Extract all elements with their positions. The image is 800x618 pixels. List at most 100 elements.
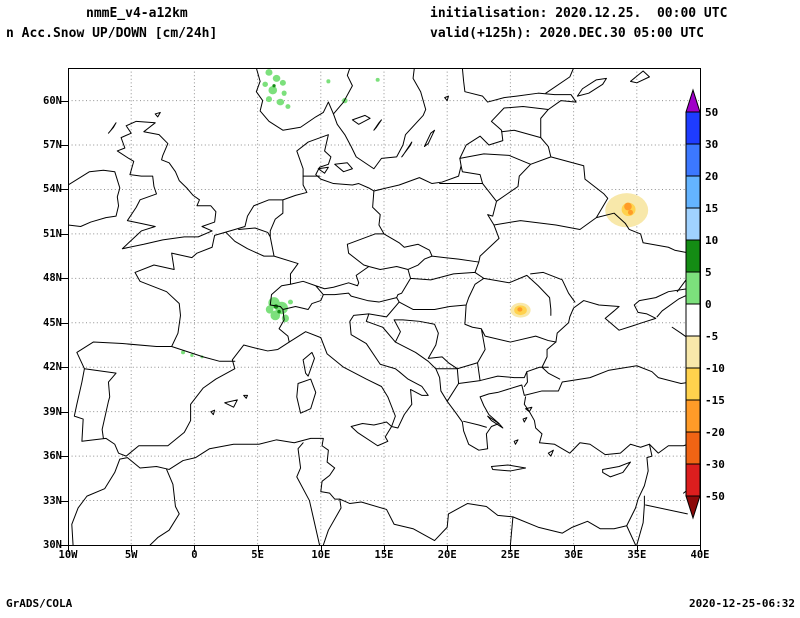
colorbar-label: -30 [705,458,725,471]
snow-increase-alps-6 [287,299,293,305]
lon-tick-label: 40E [690,549,710,561]
grid-layer [68,68,700,545]
coast-africa-levant-anatolia [72,397,652,545]
lon-tick-label: 20E [437,549,457,561]
colorbar-label: -10 [705,362,725,375]
lat-tick-label: 30N [43,539,62,551]
lat-tick-label: 51N [43,227,62,240]
colorbar-label: -5 [705,330,718,343]
coast-scandinavia [256,68,425,169]
lon-tick-mark [636,546,638,552]
country-borders [84,68,700,545]
lon-tick-label: 5E [251,549,264,561]
islands [108,96,630,477]
snow-increase-norway-3 [262,81,268,87]
colorbar-segment [685,431,701,465]
colorbar-segment [685,111,701,145]
colorbar-segment [685,207,701,241]
grads-credit: GrADS/COLA [6,597,73,610]
snow-increase-alps-core-2 [277,309,281,314]
snow-increase-norway-7 [265,96,273,103]
coast-black-sea [542,289,700,379]
colorbar-segment [685,303,701,337]
lat-tick-label: 36N [43,450,62,463]
lon-tick-mark [700,546,701,552]
coastlines [68,68,700,545]
colorbar-label: 10 [705,234,718,247]
colorbar-label: 15 [705,202,718,215]
lon-tick-label: 10W [58,549,78,561]
lon-tick-label: 25E [500,549,520,561]
snow-increase-sweden-2 [375,77,380,82]
colorbar-label: 0 [705,298,712,311]
colorbar-arrow-bottom [685,495,701,520]
snow-increase-alps-5 [265,305,274,314]
lat-tick-mark [61,411,68,413]
init-time-label: initialisation: 2020.12.25. 00:00 UTC [430,6,728,21]
colorbar-segment [685,239,701,273]
lon-tick-mark [320,546,322,552]
colorbar-segment [685,463,701,497]
lon-tick-mark [384,546,385,552]
snow-increase-pyrenees-2 [190,353,194,358]
lon-tick-label: 35E [627,549,647,561]
lon-tick-label: 5W [124,549,138,561]
map-layer [68,68,700,545]
coast-mainland-europe [74,68,576,456]
colorbar-arrow-top [685,88,701,113]
lat-tick-label: 57N [43,139,62,152]
lat-tick-label: 33N [43,494,62,507]
snow-increase-pyrenees-1 [181,350,186,355]
lat-tick-mark [61,233,68,235]
snow-increase-norway-5 [268,86,278,95]
variable-title: n Acc.Snow UP/DOWN [cm/24h] [6,26,218,41]
coast-mediterranean-adriatic-aegean [126,314,700,456]
valid-time-label: valid(+125h): 2020.DEC.30 05:00 UTC [430,26,704,41]
colorbar-label: 50 [705,106,718,119]
lat-tick-label: 60N [43,94,62,107]
colorbar-label: -15 [705,394,725,407]
model-title: nmmE_v4-a12km [86,6,188,21]
colorbar-label: 20 [705,170,718,183]
colorbar-label: -50 [705,490,725,503]
snow-increase-sweden-1 [326,79,331,84]
lat-tick-mark [61,322,68,324]
lat-tick-mark [61,100,68,102]
colorbar-segment [685,367,701,401]
lat-tick-label: 54N [43,183,62,196]
snow-decrease-core-russia [624,202,632,211]
lon-tick-label: 15E [374,549,394,561]
lon-tick-label: 0 [191,549,198,561]
snow-increase-norway-4 [279,79,286,86]
lon-tick-mark [573,546,575,552]
colorbar-label: 30 [705,138,718,151]
snow-increase-alps-3 [270,310,281,321]
lon-tick-mark [194,546,196,552]
colorbar-segment [685,335,701,369]
creation-timestamp: 2020-12-25-06:32 [689,597,795,610]
anomaly-patches [181,69,649,359]
lon-tick-mark [131,546,133,552]
lon-tick-mark [447,546,449,552]
lat-tick-mark [61,367,68,369]
lat-tick-mark [61,500,68,502]
colorbar-segment [685,399,701,433]
lat-tick-label: 45N [43,316,62,329]
snow-increase-norway-6 [281,90,287,96]
lat-tick-mark [61,145,68,147]
lat-tick-mark [61,189,68,191]
snow-decrease-core-russia-2 [627,209,634,215]
lat-tick-mark [61,456,68,458]
lakes [352,71,649,130]
colorbar-segment [685,271,701,305]
colorbar-label: 5 [705,266,712,279]
snow-increase-norway-1 [265,69,273,76]
snow-increase-norway-9 [285,104,291,109]
lat-tick-mark [61,278,68,280]
coast-ireland [68,170,120,226]
snow-increase-norway-core [272,84,276,88]
colorbar-segment [685,143,701,177]
coast-great-britain [117,121,216,248]
lon-tick-mark [510,546,512,552]
